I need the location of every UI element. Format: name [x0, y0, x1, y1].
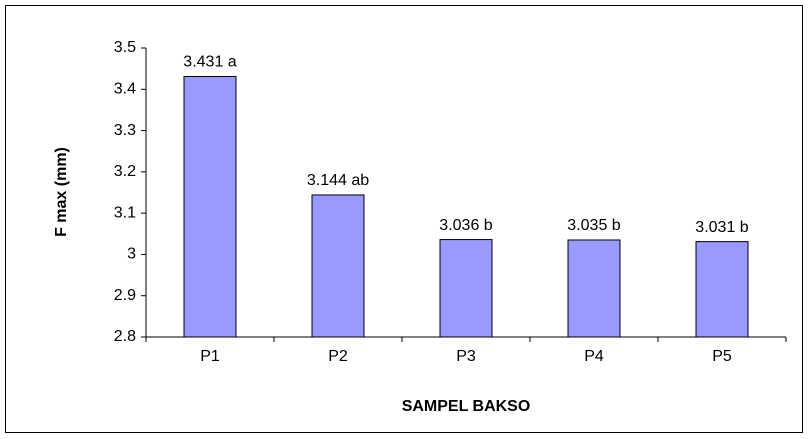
bar: [439, 239, 493, 338]
y-tick-label: 3.2: [114, 163, 136, 180]
y-tick-label: 2.9: [114, 287, 136, 304]
data-label: 3.035 b: [567, 217, 620, 234]
y-tick-label: 3.1: [114, 204, 136, 221]
bar: [567, 239, 621, 338]
x-tick-label: P4: [584, 348, 604, 365]
y-tick-label: 3.3: [114, 122, 136, 139]
y-tick-label: 3.4: [114, 81, 136, 98]
x-tick-label: P2: [328, 348, 348, 365]
data-label: 3.031 b: [695, 219, 748, 236]
x-tick-label: P1: [200, 348, 220, 365]
y-tick-label: 2.8: [114, 328, 136, 345]
bar: [311, 194, 365, 338]
x-axis-title: SAMPEL BAKSO: [402, 398, 531, 415]
y-tick-label: 3.5: [114, 39, 136, 56]
data-label: 3.036 b: [439, 217, 492, 234]
y-tick-label: 3: [127, 246, 136, 263]
data-label: 3.144 ab: [307, 172, 369, 189]
x-tick-label: P5: [712, 348, 732, 365]
data-label: 3.431 a: [183, 54, 236, 71]
x-tick-label: P3: [456, 348, 476, 365]
bar: [183, 75, 237, 338]
bar: [695, 241, 749, 338]
y-axis-title: F max (mm): [53, 147, 70, 237]
chart-border: [5, 5, 803, 433]
